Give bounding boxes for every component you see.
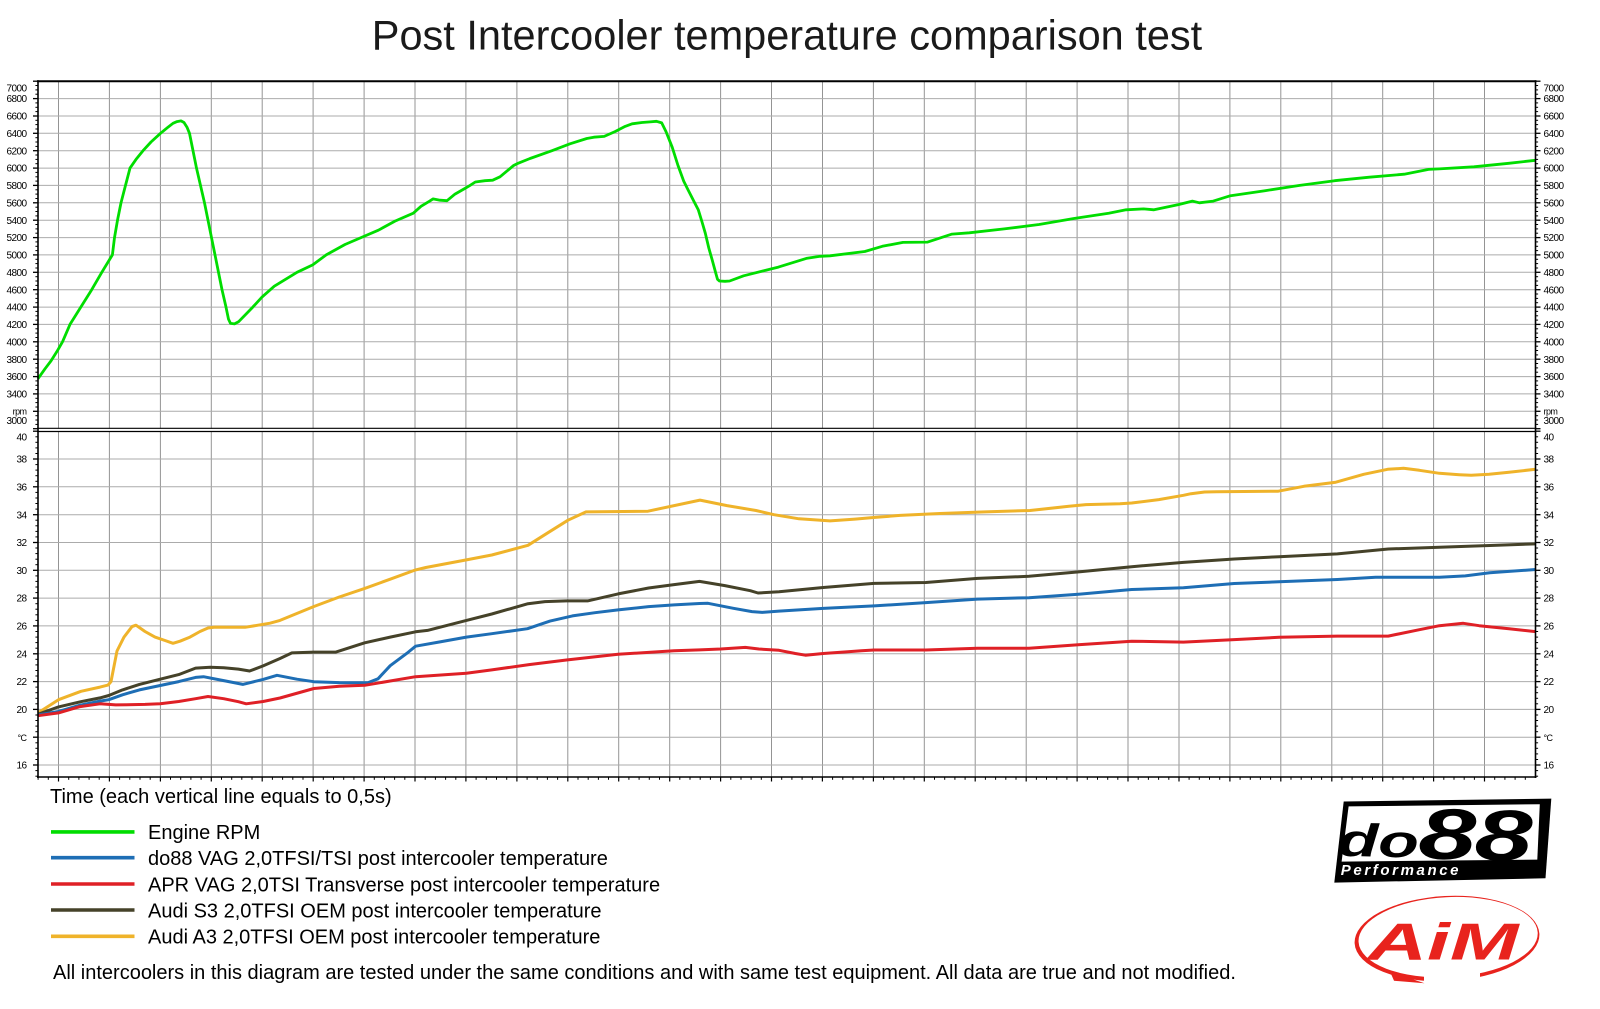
svg-text:5800: 5800	[6, 181, 27, 192]
svg-text:4400: 4400	[1544, 303, 1565, 314]
svg-text:Engine RPM: Engine RPM	[148, 822, 260, 844]
svg-text:7000: 7000	[6, 83, 27, 94]
svg-text:3800: 3800	[6, 355, 27, 366]
svg-text:16: 16	[1544, 761, 1555, 772]
svg-text:5200: 5200	[6, 233, 27, 244]
svg-text:4200: 4200	[1544, 320, 1565, 331]
svg-text:3600: 3600	[6, 372, 27, 383]
svg-text:4800: 4800	[1544, 268, 1565, 279]
svg-text:°C: °C	[18, 733, 28, 743]
svg-text:All intercoolers in this diagr: All intercoolers in this diagram are tes…	[53, 962, 1236, 984]
svg-text:4600: 4600	[6, 285, 27, 296]
svg-text:3400: 3400	[6, 390, 27, 401]
svg-text:3400: 3400	[1544, 390, 1565, 401]
svg-text:5600: 5600	[6, 198, 27, 209]
svg-text:6600: 6600	[6, 112, 27, 123]
svg-text:22: 22	[1544, 677, 1555, 688]
svg-text:5000: 5000	[6, 251, 27, 262]
svg-text:34: 34	[16, 510, 27, 521]
svg-text:4000: 4000	[6, 337, 27, 348]
svg-text:6000: 6000	[1544, 164, 1565, 175]
svg-text:3600: 3600	[1544, 372, 1565, 383]
svg-text:3000: 3000	[6, 416, 27, 427]
svg-text:rpm: rpm	[1544, 407, 1558, 417]
svg-text:36: 36	[16, 482, 27, 493]
svg-text:28: 28	[16, 594, 27, 605]
svg-text:26: 26	[1544, 622, 1555, 633]
svg-text:AiM: AiM	[1365, 913, 1521, 971]
svg-text:5600: 5600	[1544, 198, 1565, 209]
svg-text:°C: °C	[1544, 733, 1554, 743]
svg-text:88: 88	[1418, 793, 1534, 876]
svg-text:4200: 4200	[6, 320, 27, 331]
svg-text:38: 38	[1544, 455, 1555, 466]
svg-text:22: 22	[16, 677, 27, 688]
svg-text:4600: 4600	[1544, 285, 1565, 296]
svg-text:Performance: Performance	[1341, 862, 1461, 879]
svg-text:32: 32	[1544, 538, 1555, 549]
svg-text:Time (each vertical line equal: Time (each vertical line equals to 0,5s)	[50, 786, 392, 808]
svg-text:3800: 3800	[1544, 355, 1565, 366]
svg-text:40: 40	[16, 432, 27, 443]
svg-text:3000: 3000	[1544, 416, 1565, 427]
svg-text:6600: 6600	[1544, 112, 1565, 123]
svg-text:7000: 7000	[1544, 83, 1565, 94]
svg-text:5000: 5000	[1544, 251, 1565, 262]
svg-text:5200: 5200	[1544, 233, 1565, 244]
svg-text:6800: 6800	[1544, 94, 1565, 105]
svg-text:34: 34	[1544, 510, 1555, 521]
svg-text:5400: 5400	[6, 216, 27, 227]
svg-text:do88 VAG 2,0TFSI/TSI post inte: do88 VAG 2,0TFSI/TSI post intercooler te…	[148, 848, 608, 870]
svg-text:Post Intercooler temperature c: Post Intercooler temperature comparison …	[372, 12, 1203, 59]
svg-text:4000: 4000	[1544, 337, 1565, 348]
svg-text:38: 38	[16, 455, 27, 466]
svg-text:28: 28	[1544, 594, 1555, 605]
svg-text:rpm: rpm	[13, 407, 27, 417]
svg-text:Audi S3 2,0TFSI OEM post inter: Audi S3 2,0TFSI OEM post intercooler tem…	[148, 900, 602, 922]
svg-text:30: 30	[16, 566, 27, 577]
svg-text:36: 36	[1544, 482, 1555, 493]
svg-text:4800: 4800	[6, 268, 27, 279]
svg-text:6800: 6800	[6, 94, 27, 105]
svg-text:4400: 4400	[6, 303, 27, 314]
svg-text:24: 24	[16, 649, 27, 660]
svg-text:20: 20	[1544, 705, 1555, 716]
svg-text:30: 30	[1544, 566, 1555, 577]
svg-text:Audi A3 2,0TFSI OEM post inter: Audi A3 2,0TFSI OEM post intercooler tem…	[148, 927, 600, 949]
svg-text:6400: 6400	[1544, 129, 1565, 140]
svg-text:do: do	[1337, 815, 1419, 868]
svg-text:40: 40	[1544, 432, 1555, 443]
svg-text:APR VAG 2,0TSI Transverse post: APR VAG 2,0TSI Transverse post intercool…	[148, 874, 660, 896]
svg-text:20: 20	[16, 705, 27, 716]
svg-text:6000: 6000	[6, 164, 27, 175]
svg-text:6400: 6400	[6, 129, 27, 140]
svg-text:5800: 5800	[1544, 181, 1565, 192]
svg-text:32: 32	[16, 538, 27, 549]
svg-text:6200: 6200	[1544, 146, 1565, 157]
svg-text:5400: 5400	[1544, 216, 1565, 227]
svg-text:24: 24	[1544, 649, 1555, 660]
svg-text:26: 26	[16, 622, 27, 633]
svg-text:6200: 6200	[6, 146, 27, 157]
svg-text:16: 16	[16, 761, 27, 772]
